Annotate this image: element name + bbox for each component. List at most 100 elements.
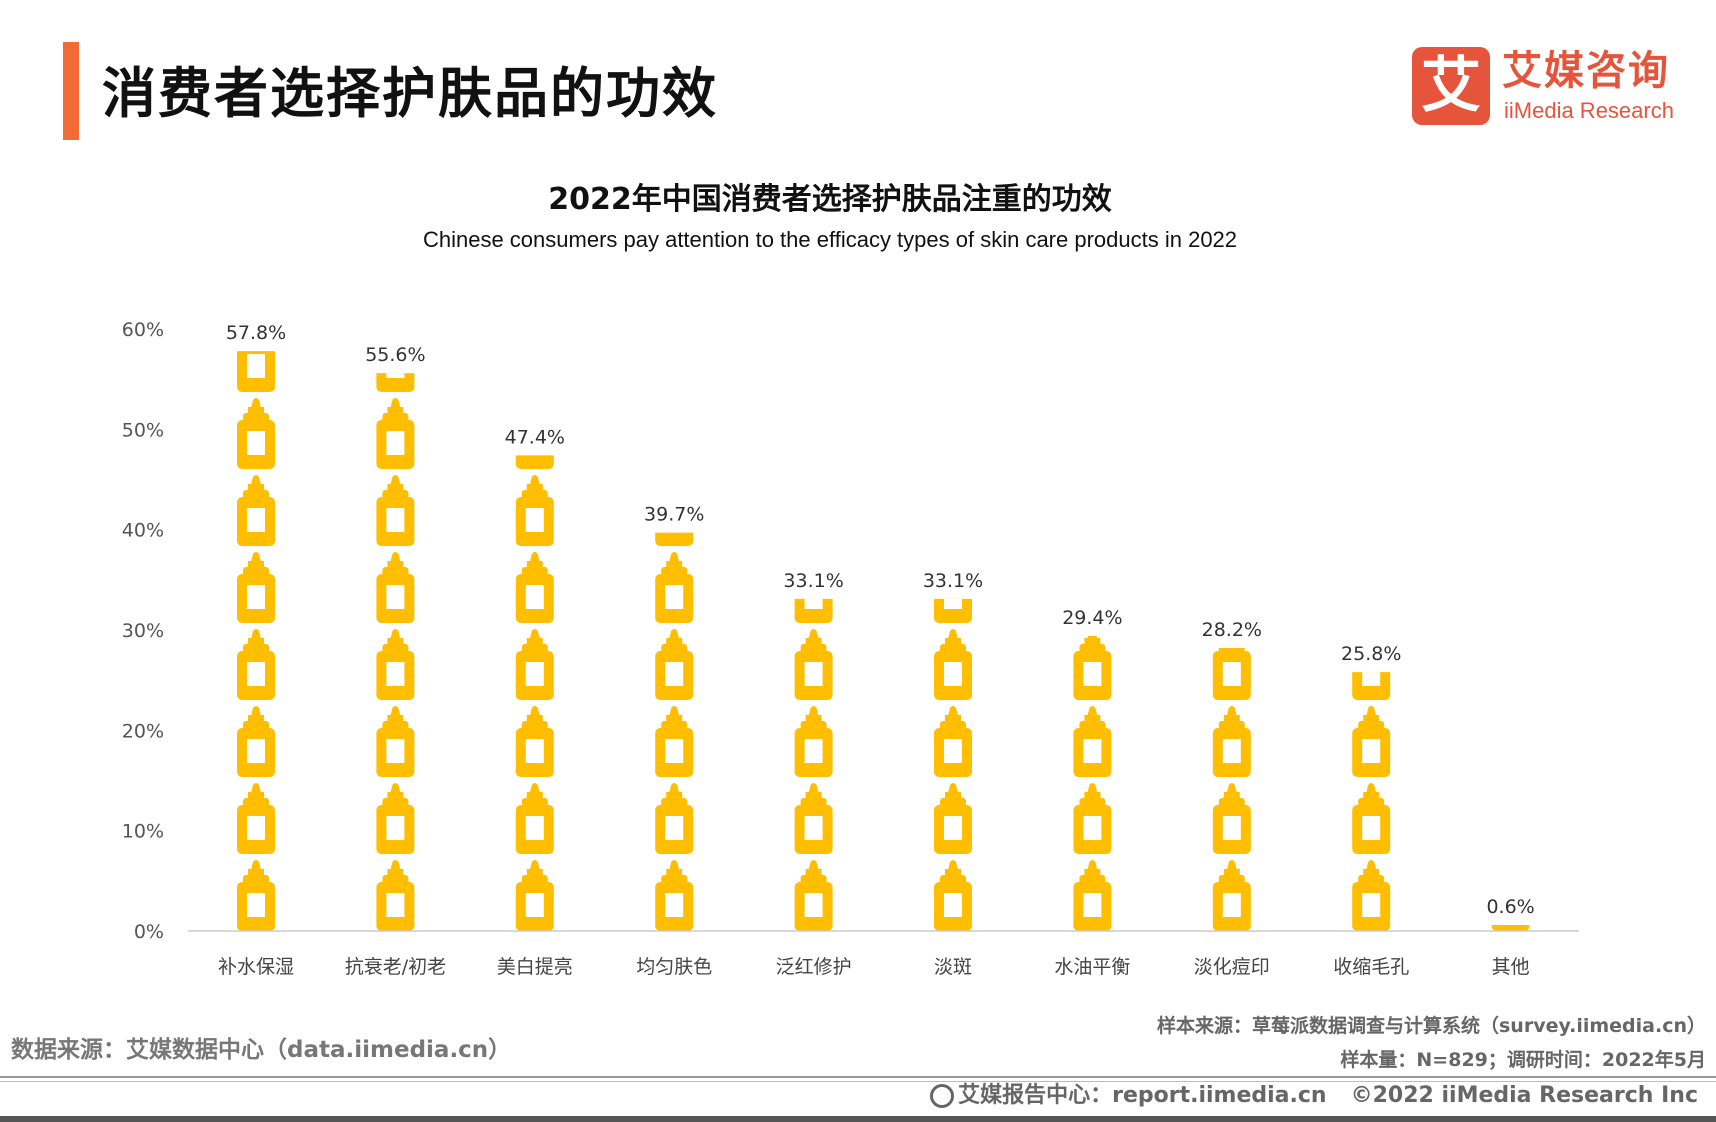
bottle-icon — [655, 706, 694, 777]
chart-subtitle: Chinese consumers pay attention to the e… — [423, 227, 1237, 252]
chart: 2022年中国消费者选择护肤品注重的功效 Chinese consumers p… — [122, 182, 1579, 978]
x-tick-label: 淡化痘印 — [1194, 956, 1270, 978]
y-tick-label: 40% — [122, 520, 164, 542]
x-tick-label: 水油平衡 — [1054, 956, 1130, 978]
bottle-icon — [515, 552, 554, 623]
bottle-icon — [376, 860, 415, 931]
data-label: 29.4% — [1062, 607, 1122, 629]
x-tick-label: 淡斑 — [934, 956, 972, 978]
data-label: 25.8% — [1341, 643, 1401, 665]
bottle-icon — [655, 629, 694, 700]
bottle-icon — [655, 860, 694, 931]
bottle-icon — [376, 398, 415, 469]
bottle-icon — [1491, 924, 1530, 931]
bottle-icon — [794, 629, 833, 700]
bar-6 — [934, 475, 972, 931]
bottle-icon — [1212, 648, 1251, 700]
x-tick-label: 其他 — [1492, 956, 1530, 978]
logo-icon: 艾 — [1412, 47, 1490, 125]
bottle-icon — [934, 475, 972, 546]
data-label: 47.4% — [505, 426, 565, 448]
logo-name-cn: 艾媒咨询 — [1502, 48, 1670, 94]
footer: 艾媒报告中心：report.iimedia.cn ©2022 iiMedia R… — [930, 1081, 1698, 1111]
bottle-icon — [376, 629, 415, 700]
bottle-icon — [1212, 706, 1251, 777]
x-tick-label: 补水保湿 — [218, 956, 294, 978]
footer-divider — [0, 1076, 1716, 1082]
bar-7 — [1073, 636, 1112, 931]
x-tick-label: 抗衰老/初老 — [345, 956, 446, 978]
bottle-icon — [934, 860, 972, 931]
bottle-icon — [934, 629, 972, 700]
bottle-icon — [1352, 860, 1391, 931]
bottle-icon — [794, 706, 833, 777]
bottle-icon — [794, 783, 833, 854]
bottle-icon — [794, 860, 833, 931]
bottle-icon — [1073, 783, 1112, 854]
bottle-icon — [237, 629, 275, 700]
bottle-icon — [1073, 636, 1112, 700]
bottle-icon — [1073, 706, 1112, 777]
globe-icon — [930, 1084, 955, 1108]
bottle-icon — [515, 860, 554, 931]
bottle-icon — [515, 475, 554, 546]
bottle-icon — [1352, 672, 1391, 700]
bar-8 — [1212, 648, 1251, 931]
chart-title: 2022年中国消费者选择护肤品注重的功效 — [548, 182, 1112, 217]
bottle-icon — [237, 351, 275, 392]
bottle-icon — [1352, 783, 1391, 854]
data-label: 33.1% — [783, 570, 843, 592]
y-tick-label: 20% — [122, 720, 164, 742]
sample-size: 样本量：N=829；调研时间：2022年5月 — [1340, 1049, 1706, 1071]
bottle-icon — [795, 475, 833, 546]
bottle-icon — [934, 783, 972, 854]
bottle-icon — [376, 706, 415, 777]
bottle-icon — [237, 706, 275, 777]
y-tick-label: 60% — [122, 319, 164, 341]
bottle-icon — [516, 321, 554, 392]
bottle-icon — [237, 860, 275, 931]
bottle-icon — [1212, 783, 1251, 854]
bottle-icon — [1352, 552, 1390, 623]
bottle-icon — [655, 532, 694, 546]
bar-4 — [655, 532, 694, 931]
title-accent-bar — [63, 42, 79, 140]
data-label: 33.1% — [923, 570, 983, 592]
y-tick-label: 30% — [122, 620, 164, 642]
bottle-icon — [376, 244, 414, 315]
x-tick-label: 收缩毛孔 — [1333, 956, 1409, 978]
bar-10 — [1491, 924, 1530, 931]
bottle-icon — [934, 706, 972, 777]
data-label: 57.8% — [226, 322, 286, 344]
bar-5 — [794, 475, 833, 931]
bottle-icon — [1352, 706, 1391, 777]
bottle-icon — [934, 598, 972, 623]
report-center-link[interactable]: 艾媒报告中心：report.iimedia.cn — [958, 1083, 1327, 1108]
data-source: 数据来源：艾媒数据中心（data.iimedia.cn） — [11, 1037, 512, 1063]
data-label: 0.6% — [1486, 896, 1534, 918]
bottle-icon — [794, 598, 833, 623]
x-tick-label: 均匀肤色 — [636, 956, 712, 978]
y-tick-label: 0% — [134, 921, 164, 943]
y-tick-label: 50% — [122, 419, 164, 441]
y-tick-label: 10% — [122, 821, 164, 843]
bottle-icon — [515, 629, 554, 700]
bottle-icon — [376, 475, 415, 546]
sample-source: 样本来源：草莓派数据调查与计算系统（survey.iimedia.cn） — [1157, 1015, 1706, 1037]
x-tick-label: 泛红修护 — [776, 956, 852, 978]
bottle-icon — [376, 373, 415, 392]
bottle-icon — [376, 783, 415, 854]
copyright: ©2022 iiMedia Research Inc — [1350, 1083, 1698, 1108]
bottle-icon — [515, 706, 554, 777]
bottle-icon — [376, 552, 415, 623]
page-title: 消费者选择护肤品的功效 — [102, 62, 718, 125]
bar-2 — [376, 244, 415, 931]
logo-name-en: iiMedia Research — [1504, 98, 1674, 123]
bar-1 — [237, 244, 275, 931]
bottle-icon — [655, 783, 694, 854]
bottle-icon — [237, 475, 275, 546]
bottle-icon — [515, 783, 554, 854]
data-label: 55.6% — [365, 344, 425, 366]
bottle-icon — [1073, 860, 1112, 931]
bottle-icon — [237, 244, 275, 315]
